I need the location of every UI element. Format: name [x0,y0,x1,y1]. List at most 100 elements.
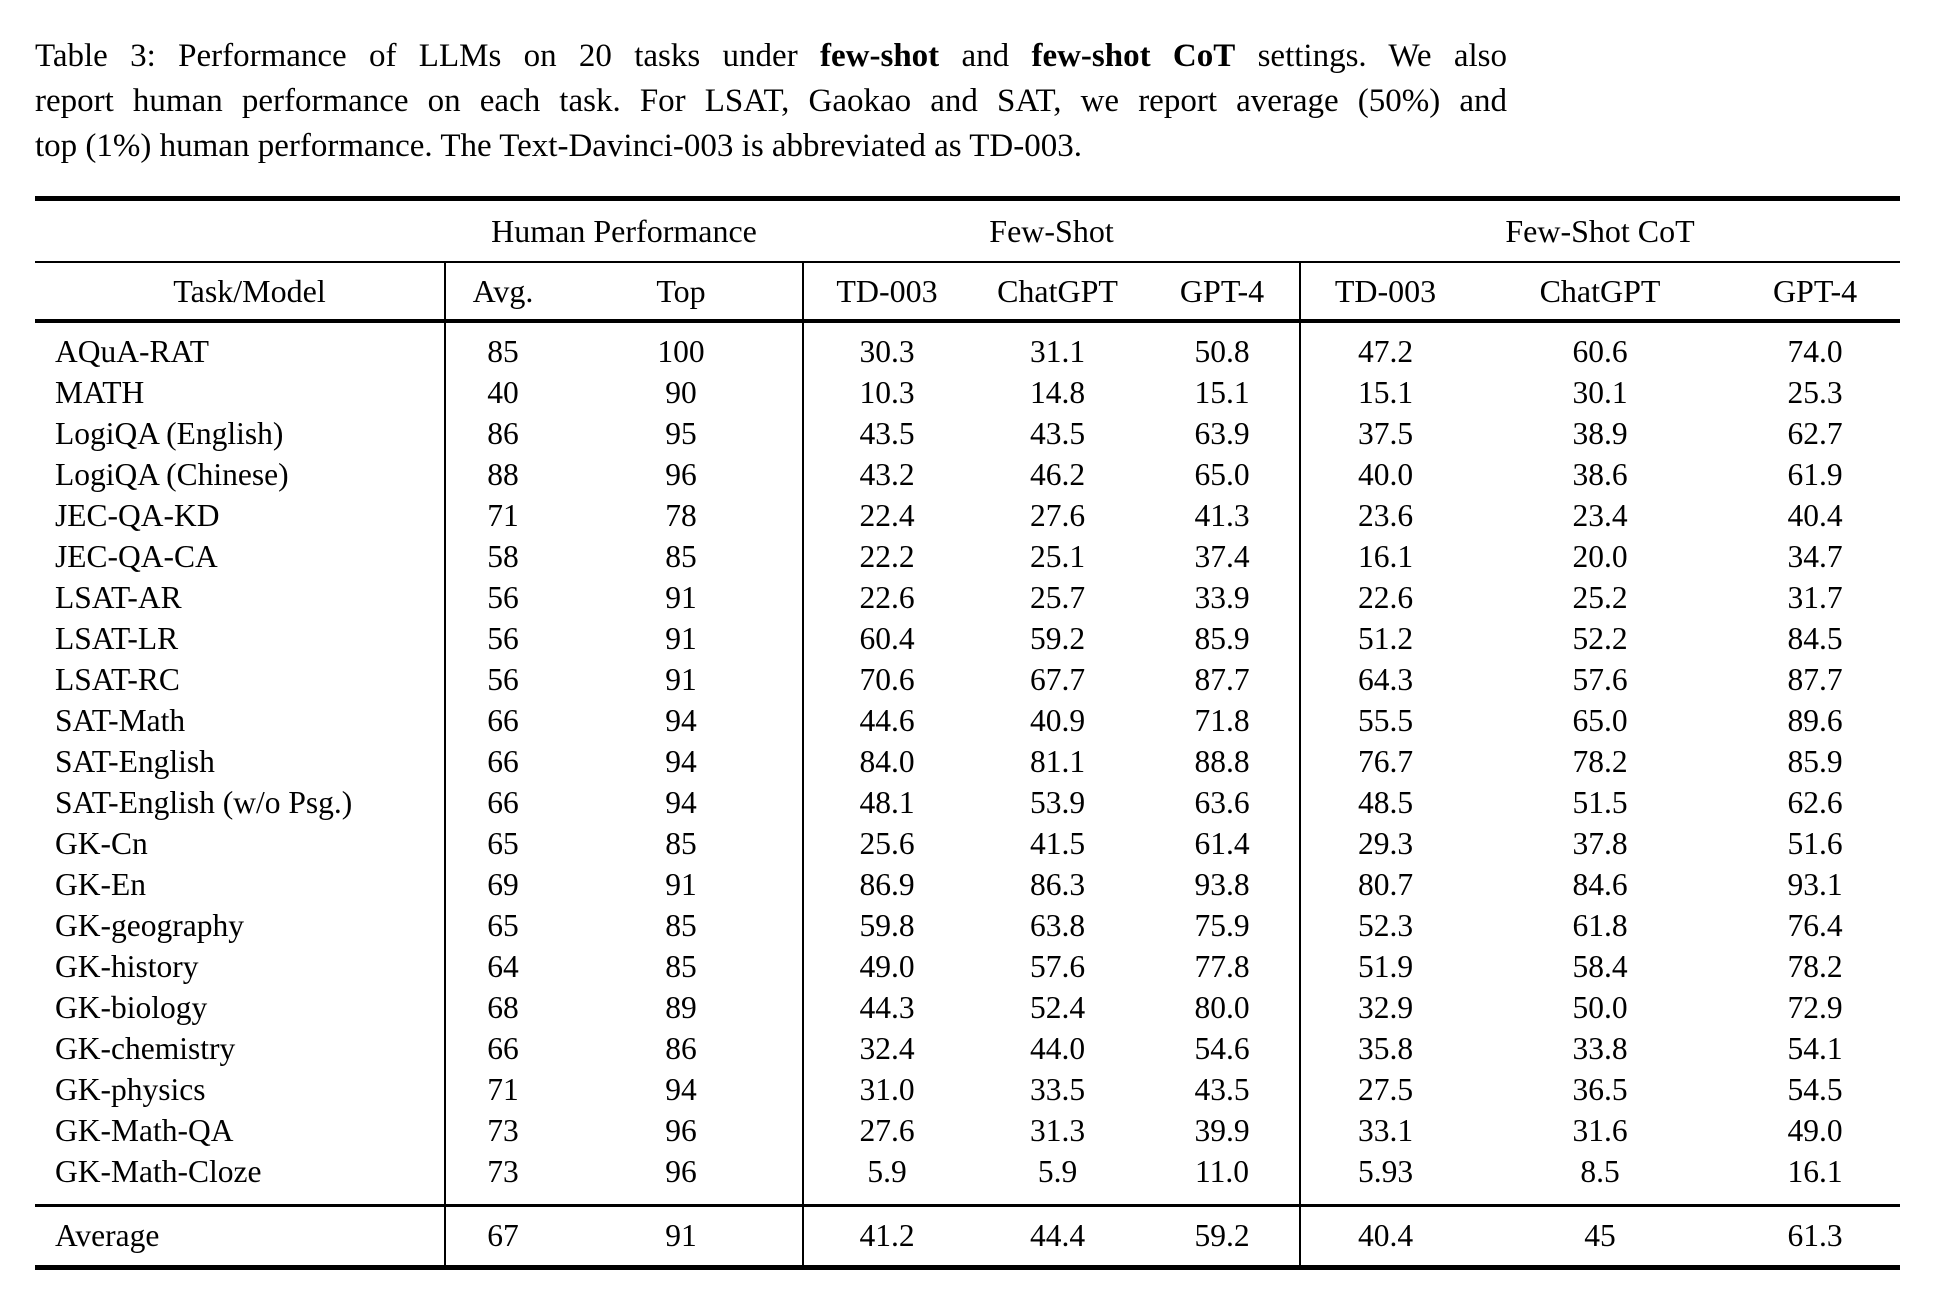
task-name: SAT-Math [55,702,186,738]
group-header-few-shot-cot: Few-Shot CoT [1300,196,1901,263]
cell-fewshot-chatgpt: 33.5 [1029,1071,1086,1107]
cell-human-avg: 66 [444,700,560,741]
task-name: LSAT-AR [55,579,182,615]
cell-cot-chatgpt: 65.0 [1572,702,1628,738]
cell-fewshot-gpt4: 87.7 [1194,661,1250,697]
cell-human-top: 89 [665,989,697,1025]
cell-human-top: 85 [665,538,697,574]
task-name: GK-geography [55,907,244,943]
cell-fewshot-chatgpt: 27.6 [1029,497,1086,533]
cell-fewshot-chatgpt: 53.9 [1029,784,1086,820]
cell-cot-gpt4: 54.5 [1787,1071,1843,1107]
cell-human-avg: 73 [444,1110,560,1151]
cell-fewshot-gpt4: 54.6 [1194,1030,1250,1066]
cell-human-top: 94 [665,743,697,779]
cell-fewshot-td003: 48.1 [802,782,971,823]
cell-cot-gpt4: 40.4 [1787,497,1843,533]
cell-human-avg: 68 [444,987,560,1028]
cell-cot-chatgpt: 8.5 [1580,1153,1620,1189]
table-row: LogiQA (English) 86 95 43.5 43.5 63.9 37… [35,413,1900,454]
cell-cot-td003: 48.5 [1299,782,1471,823]
cell-human-avg: 58 [444,536,560,577]
task-name: LogiQA (English) [55,415,284,451]
cell-cot-td003: 37.5 [1299,413,1471,454]
group-header-human-performance: Human Performance [445,196,804,263]
cell-fewshot-gpt4: 33.9 [1194,579,1250,615]
cell-human-top: 85 [665,825,697,861]
cell-fewshot-td003: 5.9 [802,1151,971,1206]
cell-fewshot-gpt4: 41.3 [1194,497,1250,533]
cell-fewshot-chatgpt: 31.3 [1029,1112,1086,1148]
cell-human-top: 100 [657,333,705,369]
average-row: Average 67 91 41.2 44.4 59.2 40.4 45 61.… [35,1204,1901,1270]
cell-cot-chatgpt: 31.6 [1572,1112,1628,1148]
task-name: JEC-QA-KD [55,497,220,533]
cell-cot-chatgpt: 50.0 [1572,989,1628,1025]
task-name: GK-Math-Cloze [55,1153,262,1189]
cell-fewshot-td003: 86.9 [802,864,971,905]
table-body: AQuA-RAT 85 100 30.3 31.1 50.8 47.2 60.6… [35,321,1900,1206]
cell-fewshot-chatgpt: 52.4 [1029,989,1086,1025]
cell-cot-gpt4: 62.7 [1787,415,1843,451]
cell-fewshot-chatgpt: 41.5 [1029,825,1086,861]
average-cot-chatgpt: 45 [1470,1204,1731,1270]
cell-fewshot-chatgpt: 46.2 [1029,456,1086,492]
cell-cot-chatgpt: 20.0 [1572,538,1628,574]
cell-cot-gpt4: 25.3 [1787,374,1843,410]
task-name: LSAT-RC [55,661,180,697]
cell-fewshot-td003: 22.2 [802,536,971,577]
cell-fewshot-gpt4: 71.8 [1194,702,1250,738]
cell-cot-td003: 51.2 [1299,618,1471,659]
cell-human-top: 90 [665,374,697,410]
cell-human-avg: 88 [444,454,560,495]
cell-cot-td003: 16.1 [1299,536,1471,577]
cell-cot-gpt4: 78.2 [1787,948,1843,984]
cell-cot-td003: 35.8 [1299,1028,1471,1069]
column-header-fewshot-chatgpt: ChatGPT [970,262,1146,323]
cell-cot-chatgpt: 84.6 [1572,866,1628,902]
caption-line-1: Table 3: Performance of LLMs on 20 tasks… [35,34,1507,79]
cell-human-top: 94 [665,784,697,820]
cell-fewshot-td003: 10.3 [802,372,971,413]
cell-human-avg: 86 [444,413,560,454]
table-header: Human Performance Few-Shot Few-Shot CoT … [35,196,1901,323]
task-name: GK-Cn [55,825,148,861]
average-human-top: 91 [560,1204,804,1270]
cell-fewshot-gpt4: 77.8 [1194,948,1250,984]
cell-human-top: 94 [665,1071,697,1107]
cell-fewshot-td003: 59.8 [802,905,971,946]
table-row: AQuA-RAT 85 100 30.3 31.1 50.8 47.2 60.6… [35,321,1900,372]
table-row: LSAT-LR 56 91 60.4 59.2 85.9 51.2 52.2 8… [35,618,1900,659]
cell-cot-gpt4: 84.5 [1787,620,1843,656]
cell-human-top: 96 [665,1153,697,1189]
average-fewshot-gpt4: 59.2 [1145,1204,1301,1270]
cell-fewshot-td003: 43.5 [802,413,971,454]
cell-fewshot-chatgpt: 5.9 [1037,1153,1078,1189]
paper-page: Table 3: Performance of LLMs on 20 tasks… [35,34,1901,1270]
cell-fewshot-chatgpt: 43.5 [1029,415,1086,451]
cell-cot-td003: 47.2 [1299,321,1471,372]
cell-cot-gpt4: 51.6 [1787,825,1843,861]
column-header-cot-gpt4: GPT-4 [1730,262,1901,323]
cell-fewshot-gpt4: 37.4 [1194,538,1250,574]
caption-bold-fewshot: few-shot [820,38,940,74]
cell-fewshot-td003: 25.6 [802,823,971,864]
group-header-row: Human Performance Few-Shot Few-Shot CoT [35,196,1901,263]
table-row: SAT-English 66 94 84.0 81.1 88.8 76.7 78… [35,741,1900,782]
cell-cot-chatgpt: 23.4 [1572,497,1628,533]
cell-fewshot-chatgpt: 25.1 [1029,538,1086,574]
cell-cot-td003: 32.9 [1299,987,1471,1028]
table-caption: Table 3: Performance of LLMs on 20 tasks… [35,34,1507,169]
cell-fewshot-chatgpt: 14.8 [1029,374,1086,410]
task-name: SAT-English [55,743,215,779]
cell-cot-gpt4: 54.1 [1787,1030,1843,1066]
cell-human-avg: 66 [444,1028,560,1069]
cell-cot-gpt4: 85.9 [1787,743,1843,779]
table-row: JEC-QA-CA 58 85 22.2 25.1 37.4 16.1 20.0… [35,536,1900,577]
table-row: GK-history 64 85 49.0 57.6 77.8 51.9 58.… [35,946,1900,987]
cell-cot-td003: 40.0 [1299,454,1471,495]
cell-cot-td003: 51.9 [1299,946,1471,987]
task-name: MATH [55,374,145,410]
cell-fewshot-td003: 49.0 [802,946,971,987]
cell-fewshot-gpt4: 50.8 [1194,333,1250,369]
